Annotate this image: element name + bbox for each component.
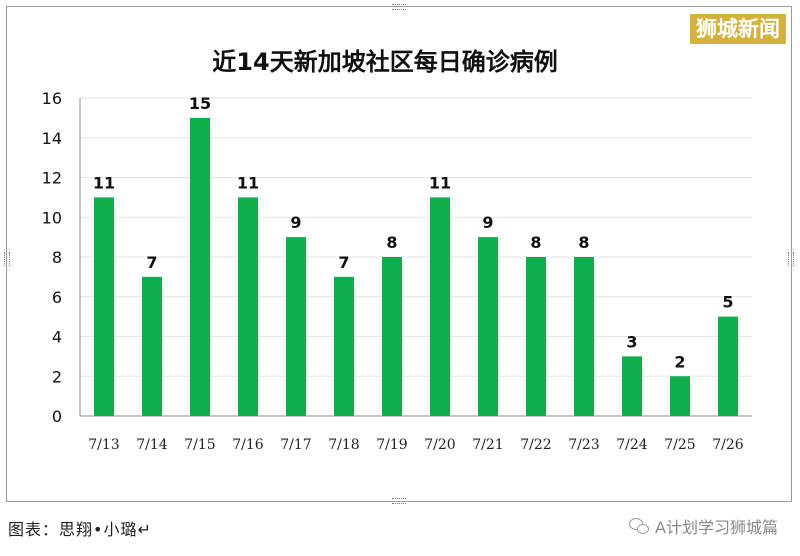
- bar: [574, 257, 594, 416]
- bar: [94, 197, 114, 416]
- y-tick-label: 10: [42, 208, 62, 227]
- data-label: 8: [530, 233, 541, 252]
- resize-handle-left[interactable]: [4, 252, 10, 266]
- resize-handle-bottom[interactable]: [392, 498, 406, 504]
- bar: [670, 376, 690, 416]
- x-tick-label: 7/17: [280, 437, 311, 453]
- bar: [286, 237, 306, 416]
- resize-handle-right[interactable]: [788, 252, 794, 266]
- y-tick-label: 6: [52, 288, 62, 307]
- x-tick-label: 7/22: [520, 437, 551, 453]
- bar: [718, 316, 738, 416]
- data-label: 11: [237, 173, 259, 192]
- data-label: 7: [146, 253, 157, 272]
- data-label: 8: [386, 233, 397, 252]
- wechat-icon: [629, 518, 650, 534]
- x-tick-label: 7/15: [184, 437, 215, 453]
- y-tick-label: 16: [42, 89, 62, 108]
- data-label: 7: [338, 253, 349, 272]
- x-tick-label: 7/26: [712, 437, 744, 453]
- bar: [382, 257, 402, 416]
- bar: [238, 197, 258, 416]
- bar: [334, 276, 354, 416]
- data-label: 9: [290, 213, 301, 232]
- bar: [430, 197, 450, 416]
- data-label: 2: [674, 352, 685, 371]
- data-label: 5: [722, 293, 733, 312]
- y-tick-label: 4: [52, 328, 62, 347]
- data-label: 15: [189, 94, 211, 113]
- figure-caption: 图表：思翔•小璐↵: [8, 520, 152, 539]
- y-tick-label: 8: [52, 248, 62, 267]
- source-label: A计划学习狮城篇: [655, 518, 778, 537]
- x-tick-label: 7/19: [376, 437, 407, 453]
- y-tick-label: 12: [42, 169, 62, 188]
- data-label: 8: [578, 233, 589, 252]
- bar: [142, 276, 162, 416]
- x-tick-label: 7/23: [568, 437, 599, 453]
- chart-frame: [4, 4, 794, 504]
- bar: [478, 237, 498, 416]
- source-credit: A计划学习狮城篇: [629, 514, 778, 538]
- chart-title: 近14天新加坡社区每日确诊病例: [212, 48, 558, 76]
- x-tick-label: 7/16: [232, 437, 264, 453]
- y-tick-label: 0: [52, 407, 62, 426]
- x-tick-label: 7/13: [88, 437, 119, 453]
- watermark-logo: 狮城新闻: [690, 14, 786, 44]
- y-tick-label: 2: [52, 367, 62, 386]
- x-tick-label: 7/20: [424, 437, 455, 453]
- bar: [190, 117, 210, 416]
- y-tick-label: 14: [42, 129, 62, 148]
- resize-handle-top[interactable]: [392, 4, 406, 10]
- data-label: 9: [482, 213, 493, 232]
- bar: [526, 257, 546, 416]
- x-tick-label: 7/24: [616, 437, 648, 453]
- data-label: 11: [429, 173, 451, 192]
- data-label: 11: [93, 173, 115, 192]
- x-tick-label: 7/18: [328, 437, 359, 453]
- x-tick-label: 7/21: [472, 437, 503, 453]
- bar: [622, 356, 642, 416]
- data-label: 3: [626, 332, 637, 351]
- x-tick-label: 7/25: [664, 437, 695, 453]
- x-tick-label: 7/14: [136, 437, 168, 453]
